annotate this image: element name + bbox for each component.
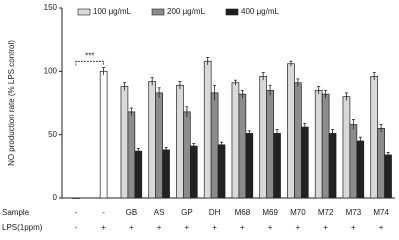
lps-label: + xyxy=(212,223,217,232)
bar xyxy=(217,144,226,199)
x-tick-label: M69 xyxy=(262,208,278,217)
lps-label: + xyxy=(157,223,162,232)
bar xyxy=(231,82,240,199)
bar xyxy=(370,76,379,199)
bar xyxy=(176,84,184,199)
bar xyxy=(162,149,170,199)
legend-label: 100 μg/mL xyxy=(93,7,132,16)
lps-label: + xyxy=(268,223,273,232)
bar xyxy=(300,126,309,199)
legend-label: 400 μg/mL xyxy=(241,7,280,16)
lps-label: - xyxy=(75,223,78,232)
x-tick-label: DH xyxy=(209,208,221,217)
bar xyxy=(273,133,281,199)
bar xyxy=(259,76,268,199)
lps-label: + xyxy=(240,223,245,232)
legend-swatch xyxy=(225,8,239,16)
y-axis-label: NO production rate (% LPS control) xyxy=(7,40,16,166)
significance-bracket xyxy=(75,60,105,66)
bar xyxy=(183,111,191,199)
bar xyxy=(321,93,330,199)
bar xyxy=(72,197,80,199)
x-tick-label: M70 xyxy=(290,208,306,217)
bar xyxy=(148,81,157,199)
bar xyxy=(356,140,365,199)
x-tick-label: AS xyxy=(154,208,165,217)
lps-label: + xyxy=(351,223,356,232)
bar xyxy=(238,93,247,199)
bar xyxy=(287,63,295,199)
bar xyxy=(384,154,392,199)
x-tick-label: GB xyxy=(126,208,138,217)
lps-label: + xyxy=(101,223,106,232)
row-header: LPS(1ppm) xyxy=(2,223,43,232)
bar xyxy=(120,86,129,199)
bar xyxy=(377,127,385,199)
bar xyxy=(210,92,219,199)
bar xyxy=(342,96,351,199)
bar xyxy=(349,124,358,199)
lps-label: + xyxy=(129,223,134,232)
bar xyxy=(294,82,302,199)
bar xyxy=(189,145,198,199)
y-tick-label: 50 xyxy=(48,130,57,139)
bar xyxy=(245,133,254,199)
lps-label: + xyxy=(185,223,190,232)
bar xyxy=(99,70,108,199)
lps-label: + xyxy=(323,223,328,232)
legend-swatch xyxy=(77,8,91,16)
y-tick-label: 100 xyxy=(44,66,58,75)
lps-label: + xyxy=(379,223,384,232)
x-tick-label: - xyxy=(102,208,105,217)
x-tick-label: M72 xyxy=(318,208,334,217)
legend-label: 200 μg/mL xyxy=(167,7,206,16)
x-tick-label: - xyxy=(75,208,78,217)
bar xyxy=(314,89,323,199)
bar xyxy=(203,60,212,199)
bar xyxy=(328,133,337,199)
lps-label: + xyxy=(296,223,301,232)
bar xyxy=(127,111,136,199)
bar xyxy=(155,92,163,199)
y-tick-label: 150 xyxy=(44,3,58,12)
legend-swatch xyxy=(151,8,165,16)
annotation: *** xyxy=(85,51,94,60)
y-tick-label: 0 xyxy=(53,193,58,202)
bar xyxy=(134,150,143,199)
x-tick-label: GP xyxy=(181,208,193,217)
bar xyxy=(266,89,274,199)
row-header: Sample xyxy=(2,208,30,217)
x-tick-label: M74 xyxy=(373,208,389,217)
x-tick-label: M73 xyxy=(346,208,362,217)
x-tick-label: M68 xyxy=(235,208,251,217)
